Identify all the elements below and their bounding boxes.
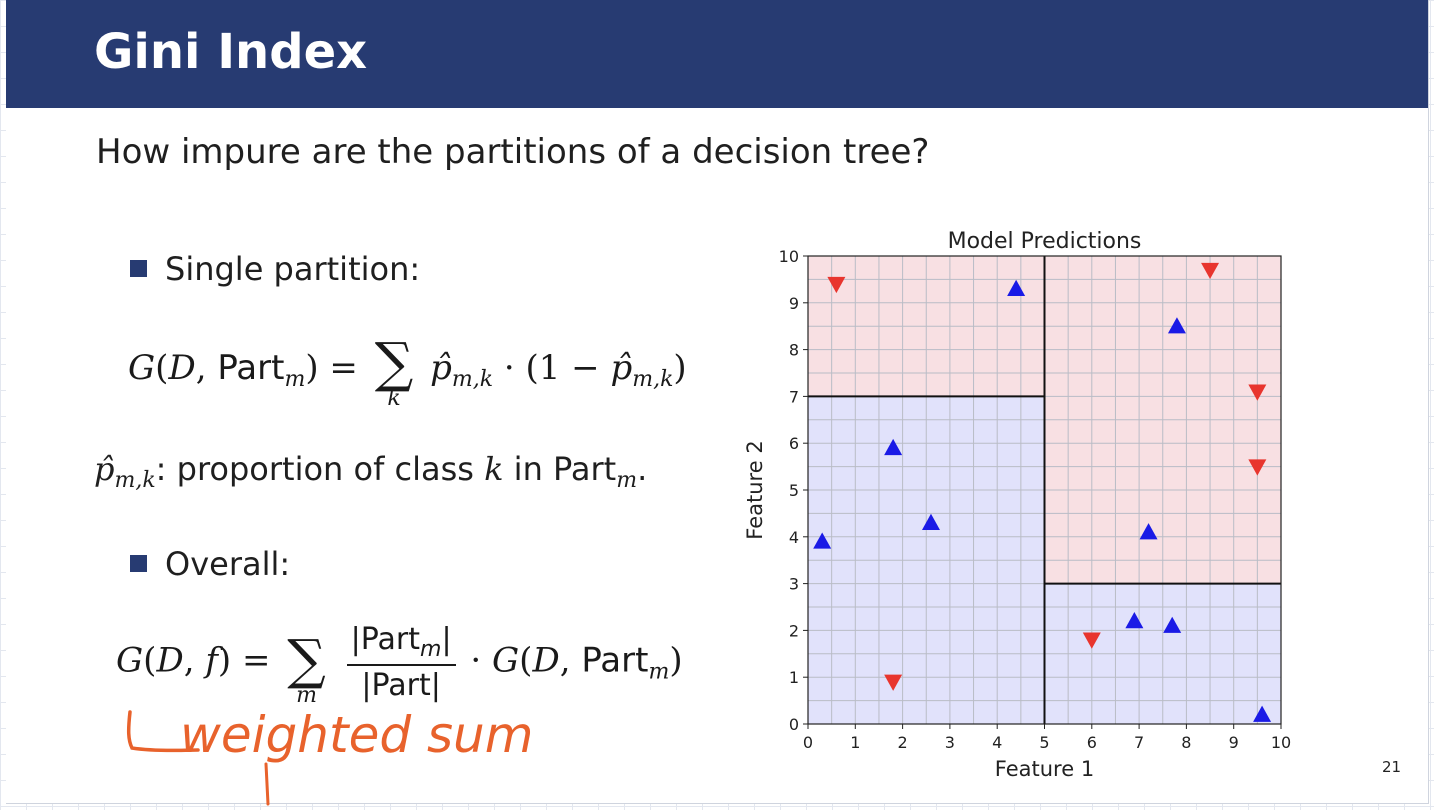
x-tick-label: 6	[1087, 733, 1097, 752]
x-tick-label: 1	[850, 733, 860, 752]
slide-title: Gini Index	[94, 24, 368, 80]
y-tick-label: 10	[779, 247, 799, 266]
handwritten-text: weighted sum	[180, 706, 533, 764]
red-down-triangle-point	[1248, 384, 1267, 401]
y-tick-label: 7	[789, 387, 799, 406]
y-axis-label: Feature 2	[743, 440, 767, 539]
y-tick-label: 2	[789, 621, 799, 640]
blue-up-triangle-point	[1163, 616, 1182, 633]
y-tick-label: 8	[789, 341, 799, 360]
chart-title: Model Predictions	[948, 229, 1142, 254]
y-tick-label: 9	[789, 294, 799, 313]
question-text: How impure are the partitions of a decis…	[96, 132, 930, 172]
bullet-label: Overall:	[165, 545, 291, 583]
x-tick-label: 8	[1181, 733, 1191, 752]
red-down-triangle-point	[827, 276, 846, 294]
red-down-triangle-point	[1248, 459, 1267, 476]
definition-text-1: : proportion of class	[155, 450, 474, 488]
red-down-triangle-point	[1082, 632, 1101, 649]
blue-up-triangle-point	[884, 438, 903, 456]
x-tick-label: 5	[1039, 733, 1049, 752]
y-tick-label: 1	[789, 668, 799, 687]
slide-header: Gini Index	[6, 0, 1428, 108]
blue-up-triangle-point	[1007, 279, 1026, 296]
x-tick-label: 10	[1271, 733, 1291, 752]
x-tick-label: 2	[898, 733, 908, 752]
definition-proportion: p̂m,k: proportion of class k in Partm.	[94, 450, 648, 493]
y-tick-label: 5	[789, 481, 799, 500]
x-tick-label: 4	[992, 733, 1002, 752]
handwritten-annotation: weighted sum	[126, 706, 533, 806]
x-tick-label: 3	[945, 733, 955, 752]
bullet-label: Single partition:	[165, 250, 421, 288]
formula-gini-overall: G(D, f) = ∑ m |Partm| |Part| · G(D, Partm)	[116, 622, 683, 708]
y-tick-label: 3	[789, 575, 799, 594]
blue-up-triangle-point	[1253, 705, 1272, 722]
formula-gini-partition: G(D, Partm) = ∑ k p̂m,k · (1 − p̂m,k)	[128, 331, 687, 412]
bullet-square-icon	[130, 554, 147, 572]
x-tick-label: 7	[1134, 733, 1144, 752]
x-tick-label: 0	[803, 733, 813, 752]
bullet-overall: Overall:	[130, 545, 290, 583]
red-down-triangle-point	[1201, 262, 1220, 280]
bullet-single-partition: Single partition:	[130, 250, 420, 288]
blue-up-triangle-point	[1167, 317, 1186, 334]
blue-up-triangle-point	[921, 513, 940, 530]
x-tick-label: 9	[1229, 733, 1239, 752]
y-tick-label: 6	[789, 434, 799, 453]
bullet-square-icon	[130, 259, 147, 277]
definition-text-2: in	[513, 450, 543, 488]
scatter-chart: 0 1 2 3 4 5 6 7 8 9 10 0 1 2 3 4 5 6 7 8 9 10 Model Predictio…	[743, 229, 1292, 781]
chart-boundaries	[808, 256, 1281, 724]
red-down-triangle-point	[884, 674, 903, 691]
x-axis-label: Feature 1	[995, 757, 1094, 781]
chart-points	[813, 262, 1272, 722]
blue-up-triangle-point	[1139, 523, 1158, 540]
blue-up-triangle-point	[1125, 612, 1144, 629]
y-tick-label: 4	[789, 528, 799, 547]
page-number: 21	[1382, 758, 1402, 776]
y-tick-label: 0	[789, 715, 799, 734]
chart-ticks: 0 1 2 3 4 5 6 7 8 9 10 0 1 2 3 4 5 6 7 8 9 10	[779, 247, 1292, 752]
blue-up-triangle-point	[813, 532, 832, 549]
